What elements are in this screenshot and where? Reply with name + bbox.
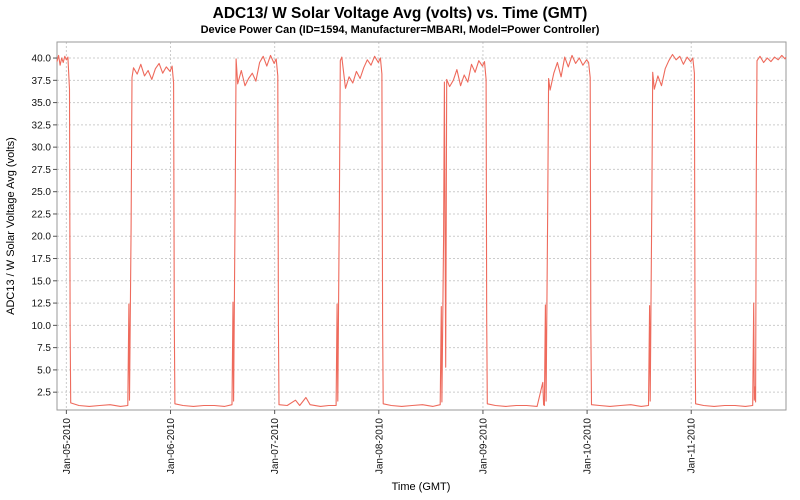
y-tick-label: 27.5 [32,165,52,176]
x-tick-label: Jan-09-2010 [478,418,489,475]
y-tick-label: 7.5 [37,343,51,354]
y-tick-label: 40.0 [32,54,52,65]
axis-layer: 2.5 5.0 7.5 10.0 12.5 15.0 17.5 20.0 22.5 25.0 27.… [32,54,698,475]
y-tick-label: 12.5 [32,299,52,310]
x-tick-label: Jan-11-2010 [687,418,698,474]
x-tick-label: Jan-05-2010 [62,418,73,475]
y-tick-label: 5.0 [37,365,51,376]
plot-border [56,41,787,411]
y-tick-label: 2.5 [37,388,51,399]
y-tick-label: 10.0 [32,321,52,332]
y-tick-label: 25.0 [32,187,52,198]
y-tick-label: 22.5 [32,209,52,220]
y-tick-label: 20.0 [32,232,52,243]
y-tick-label: 35.0 [32,98,52,109]
x-tick-label: Jan-08-2010 [374,418,385,475]
voltage-series-line [56,53,787,407]
y-tick-label: 37.5 [32,76,52,87]
y-tick-label: 32.5 [32,120,52,131]
x-tick-label: Jan-07-2010 [270,418,281,475]
y-tick-label: 15.0 [32,276,52,287]
y-tick-label: 17.5 [32,254,52,265]
chart-subtitle: Device Power Can (ID=1594, Manufacturer=… [201,24,600,36]
series-layer [56,53,787,407]
y-tick-label: 30.0 [32,143,52,154]
x-axis-label: Time (GMT) [392,481,451,493]
chart-title: ADC13/ W Solar Voltage Avg (volts) vs. T… [213,5,588,22]
y-axis-label: ADC13 / W Solar Voltage Avg (volts) [5,137,17,315]
x-tick-label: Jan-06-2010 [166,418,177,475]
x-tick-label: Jan-10-2010 [583,418,594,475]
grid-layer [57,42,786,410]
